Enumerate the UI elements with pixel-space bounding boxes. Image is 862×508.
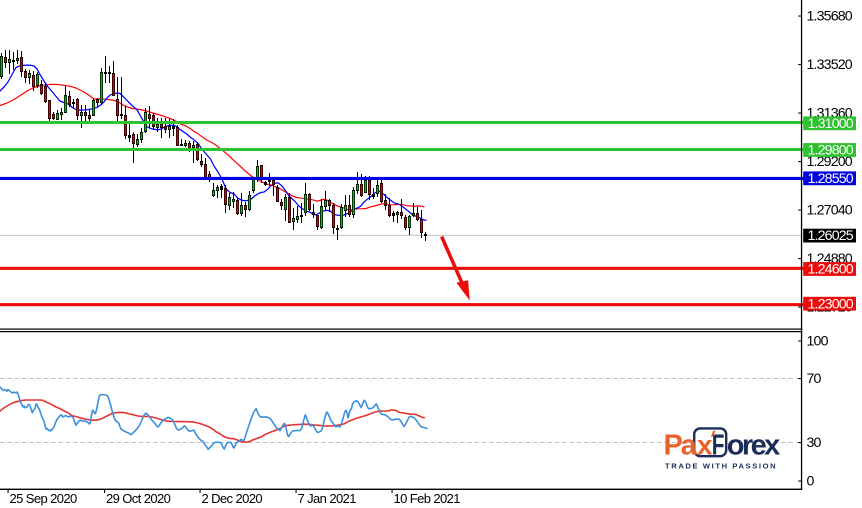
svg-text:25 Sep 2020: 25 Sep 2020 [10, 491, 78, 506]
svg-text:x: x [697, 429, 713, 460]
svg-text:7 Jan 2021: 7 Jan 2021 [298, 491, 357, 506]
svg-text:1.23000: 1.23000 [808, 296, 854, 312]
svg-text:1.26025: 1.26025 [808, 228, 854, 244]
svg-text:2 Dec 2020: 2 Dec 2020 [202, 491, 263, 506]
svg-text:10 Feb 2021: 10 Feb 2021 [394, 491, 461, 506]
svg-text:1.27040: 1.27040 [807, 203, 853, 219]
svg-text:1.29800: 1.29800 [808, 143, 854, 159]
svg-text:1.24600: 1.24600 [808, 262, 854, 278]
svg-text:1.31000: 1.31000 [808, 116, 854, 132]
svg-text:70: 70 [807, 371, 822, 387]
svg-text:1.35680: 1.35680 [807, 9, 853, 25]
svg-text:Pa: Pa [664, 429, 698, 461]
svg-text:F: F [712, 429, 725, 461]
svg-text:1.29200: 1.29200 [807, 154, 853, 170]
svg-text:29 Oct 2020: 29 Oct 2020 [106, 491, 171, 506]
svg-text:30: 30 [807, 435, 822, 451]
svg-text:1.28550: 1.28550 [808, 171, 854, 187]
svg-text:TRADE WITH PASSION: TRADE WITH PASSION [665, 462, 777, 471]
svg-text:100: 100 [807, 334, 829, 350]
svg-text:0: 0 [807, 474, 815, 490]
svg-text:orex: orex [727, 429, 780, 461]
svg-text:1.33520: 1.33520 [807, 57, 853, 73]
